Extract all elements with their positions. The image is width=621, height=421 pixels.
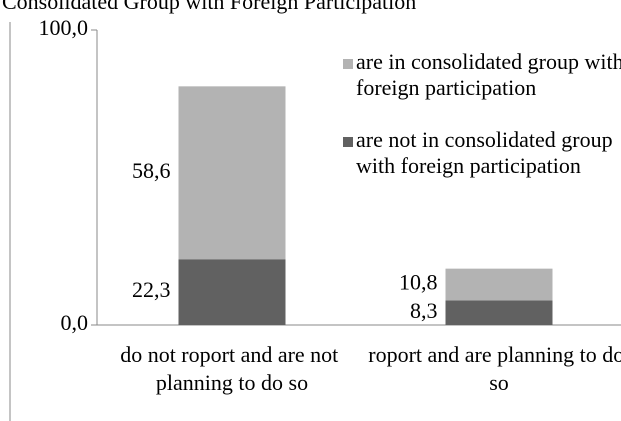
y-tick-label: 0,0 [61,310,89,335]
bar-segment [445,268,553,301]
data-label: 22,3 [132,277,171,302]
y-tick-label: 100,0 [39,15,89,40]
chart-title: Consolidated Group with Foreign Particip… [2,0,416,14]
data-label: 10,8 [399,270,438,295]
legend-swatch [343,137,353,147]
bar-segment [178,86,286,260]
x-tick-label: roport and are planning to do so [368,342,621,395]
bar-segment [178,259,286,325]
legend-swatch [343,59,353,69]
legend-label: are in consolidated group with foreign p… [356,49,621,100]
x-tick-label: do not roport and are not planning to do… [120,342,344,395]
data-label: 58,6 [132,158,171,183]
legend-label: are not in consolidated group with forei… [356,127,618,178]
data-label: 8,3 [410,298,438,323]
bar-segment [445,300,553,325]
